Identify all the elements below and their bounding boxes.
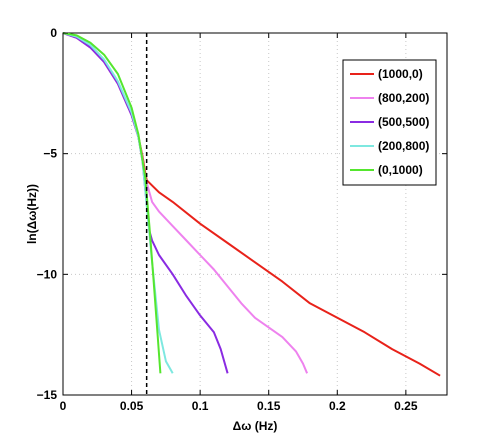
legend-label: (500,500) <box>378 115 429 129</box>
y-tick-label: −5 <box>43 147 57 161</box>
legend-label: (200,800) <box>378 139 429 153</box>
y-tick-label: −15 <box>37 388 58 402</box>
y-axis-label: ln(Δω(Hz)) <box>25 184 39 244</box>
x-tick-label: 0.05 <box>120 399 144 413</box>
x-tick-label: 0.1 <box>192 399 209 413</box>
legend-label: (1000,0) <box>378 67 423 81</box>
series-line <box>62 32 162 374</box>
x-tick-label: 0.15 <box>257 399 281 413</box>
x-axis-label: Δω (Hz) <box>233 419 278 433</box>
legend: (1000,0) (800,200) (500,500) (200,800) (0,10… <box>342 59 437 186</box>
y-tick-label: 0 <box>50 26 57 40</box>
axes: 0 0.05 0.1 0.15 0.2 0.25 0 −5 −10 −15 <box>37 26 447 413</box>
x-tick-label: 0.25 <box>394 399 418 413</box>
x-tick-label: 0.2 <box>329 399 346 413</box>
y-tick-label: −10 <box>37 267 58 281</box>
series-lines <box>62 32 441 377</box>
legend-label: (800,200) <box>378 91 429 105</box>
legend-label: (0,1000) <box>378 163 423 177</box>
x-tick-label: 0 <box>60 399 67 413</box>
